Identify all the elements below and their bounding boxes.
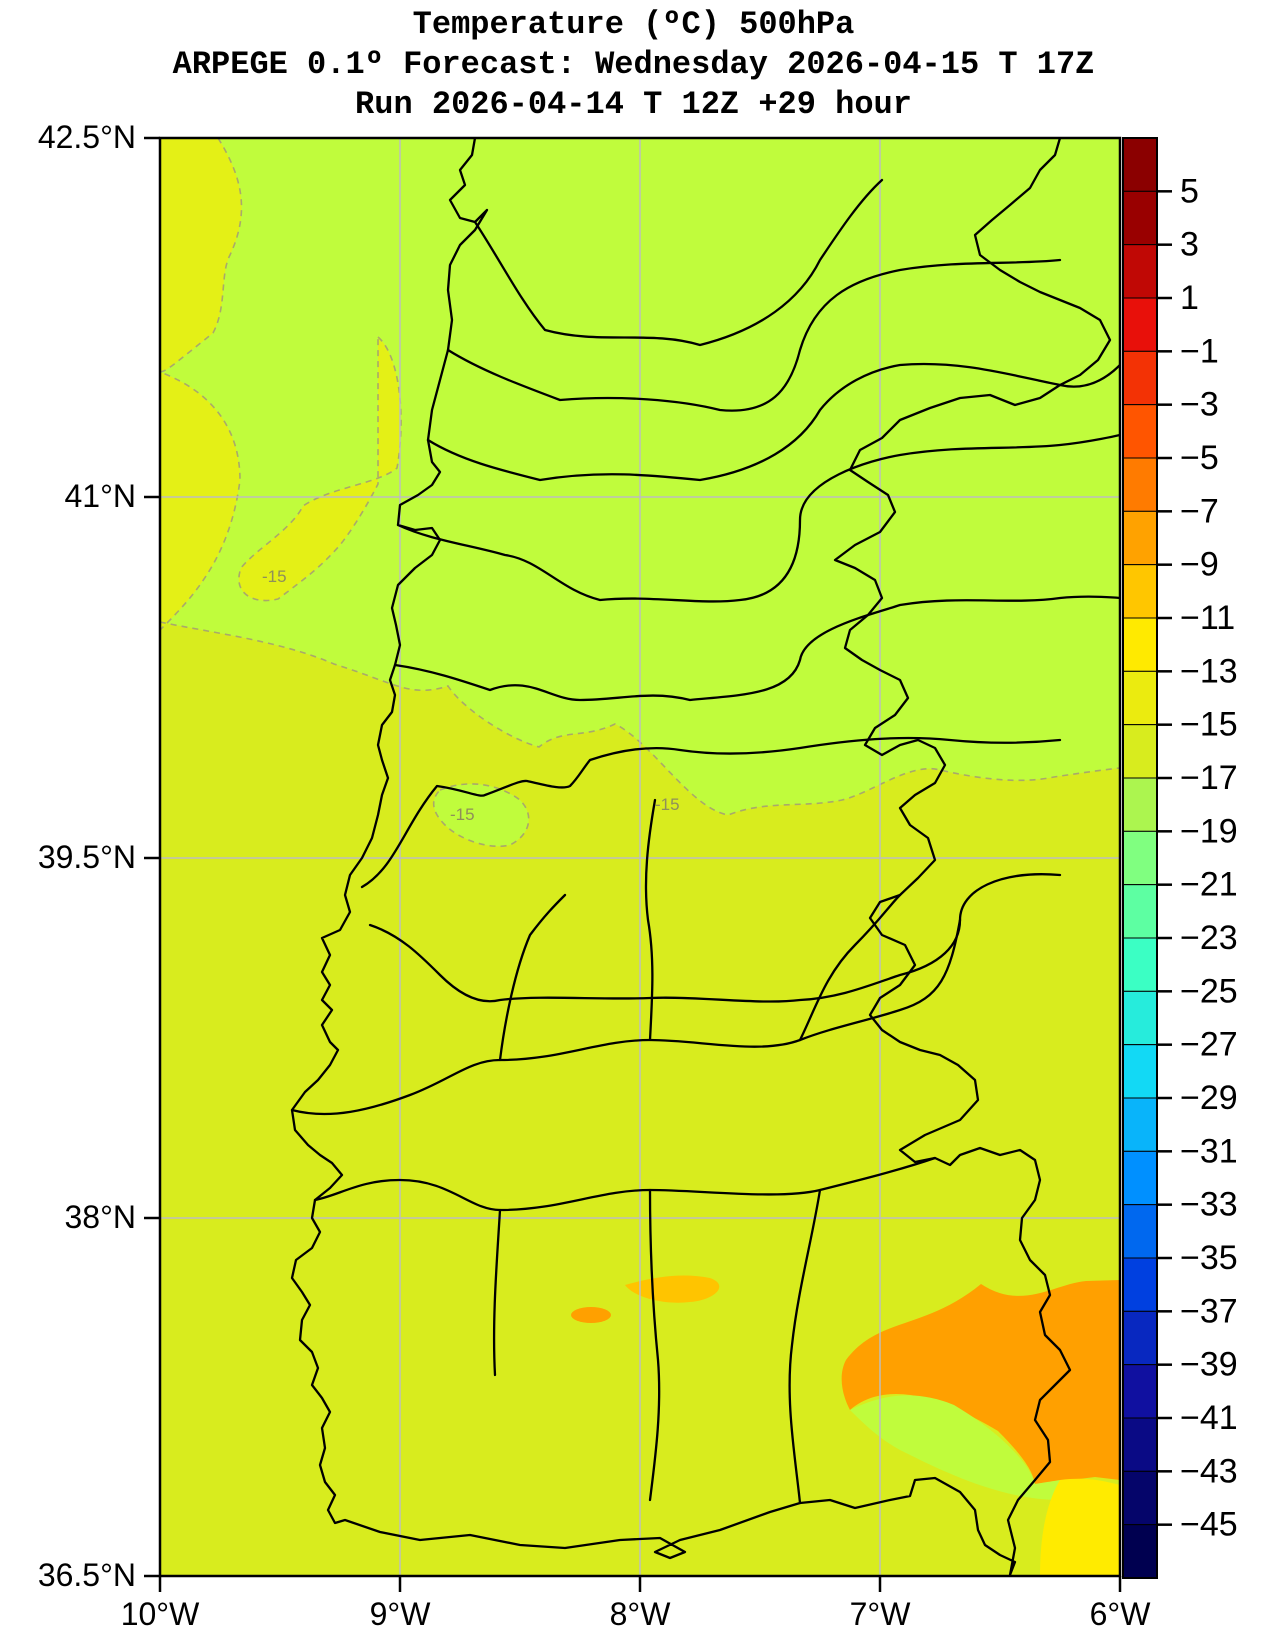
svg-text:−33: −33: [1180, 1186, 1238, 1224]
svg-text:−1: −1: [1180, 332, 1219, 370]
svg-text:−7: −7: [1180, 492, 1219, 530]
svg-text:-15: -15: [655, 795, 680, 814]
svg-text:9°W: 9°W: [370, 1596, 432, 1632]
svg-text:−27: −27: [1180, 1026, 1238, 1064]
svg-text:−29: −29: [1180, 1079, 1238, 1117]
svg-text:-15: -15: [262, 567, 287, 586]
svg-text:−23: −23: [1180, 919, 1238, 957]
svg-text:−25: −25: [1180, 972, 1238, 1010]
svg-text:−19: −19: [1180, 812, 1238, 850]
svg-text:42.5°N: 42.5°N: [38, 119, 136, 155]
svg-text:5: 5: [1180, 172, 1199, 210]
svg-text:−5: −5: [1180, 439, 1219, 477]
svg-text:−39: −39: [1180, 1346, 1238, 1384]
svg-text:−21: −21: [1180, 866, 1238, 904]
svg-text:10°W: 10°W: [121, 1596, 200, 1632]
svg-text:−11: −11: [1180, 599, 1235, 637]
svg-text:1: 1: [1180, 279, 1199, 317]
svg-text:−3: −3: [1180, 386, 1219, 424]
svg-text:8°W: 8°W: [610, 1596, 672, 1632]
svg-text:−9: −9: [1180, 546, 1219, 584]
svg-text:3: 3: [1180, 226, 1199, 264]
svg-text:6°W: 6°W: [1090, 1596, 1152, 1632]
svg-text:38°N: 38°N: [65, 1199, 137, 1235]
svg-text:−37: −37: [1180, 1292, 1238, 1330]
svg-text:−41: −41: [1180, 1399, 1238, 1437]
svg-text:−45: −45: [1180, 1506, 1238, 1544]
svg-text:36.5°N: 36.5°N: [38, 1557, 136, 1593]
svg-text:−43: −43: [1180, 1452, 1238, 1490]
svg-text:39.5°N: 39.5°N: [38, 839, 136, 875]
svg-text:−15: −15: [1180, 706, 1238, 744]
svg-text:−13: −13: [1180, 652, 1238, 690]
svg-text:41°N: 41°N: [65, 478, 137, 514]
svg-text:−17: −17: [1180, 759, 1238, 797]
svg-text:−31: −31: [1180, 1132, 1238, 1170]
svg-text:7°W: 7°W: [850, 1596, 912, 1632]
svg-text:−35: −35: [1180, 1239, 1238, 1277]
svg-text:-15: -15: [450, 805, 475, 824]
